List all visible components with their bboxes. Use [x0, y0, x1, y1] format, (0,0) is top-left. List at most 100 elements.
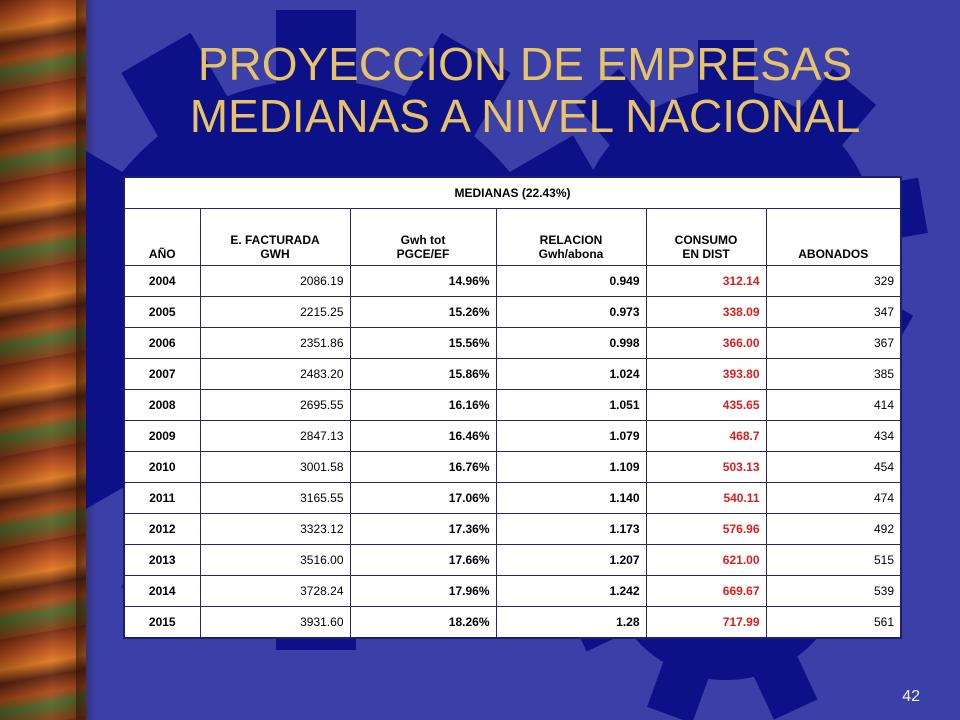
table-row: 2009 2847.13 16.46% 1.079 468.7 434 [123, 420, 902, 452]
abonados-cell: 329 [765, 265, 902, 297]
table-body: 2004 2086.19 14.96% 0.949 312.14 329 2005 2215.… [123, 265, 902, 639]
relacion-cell: 1.079 [495, 420, 647, 452]
abonados-cell: 414 [765, 389, 902, 421]
table-row: 2008 2695.55 16.16% 1.051 435.65 414 [123, 389, 902, 421]
porcentaje-cell: 18.26% [349, 606, 497, 639]
relacion-cell: 1.051 [495, 389, 647, 421]
porcentaje-cell: 15.56% [349, 327, 497, 359]
year-cell: 2013 [123, 544, 201, 576]
column-header-line: ABONADOS [798, 247, 869, 261]
porcentaje-cell: 17.66% [349, 544, 497, 576]
column-header: ABONADOS [765, 208, 902, 266]
consumo-cell: 503.13 [645, 451, 767, 483]
relacion-cell: 1.242 [495, 575, 647, 607]
consumo-cell: 717.99 [645, 606, 767, 639]
slide-title: PROYECCION DE EMPRESAS MEDIANAS A NIVEL … [100, 38, 950, 142]
consumo-cell: 366.00 [645, 327, 767, 359]
abonados-cell: 539 [765, 575, 902, 607]
table-row: 2011 3165.55 17.06% 1.140 540.11 474 [123, 482, 902, 514]
energia-facturada-cell: 3516.00 [199, 544, 351, 576]
energia-facturada-cell: 3728.24 [199, 575, 351, 607]
relacion-cell: 1.207 [495, 544, 647, 576]
column-header-line: Gwh/abona [538, 247, 604, 261]
autumn-leaves-strip [0, 0, 96, 720]
consumo-cell: 621.00 [645, 544, 767, 576]
porcentaje-cell: 16.46% [349, 420, 497, 452]
abonados-cell: 561 [765, 606, 902, 639]
abonados-cell: 492 [765, 513, 902, 545]
table-row: 2013 3516.00 17.66% 1.207 621.00 515 [123, 544, 902, 576]
energia-facturada-cell: 2086.19 [199, 265, 351, 297]
year-cell: 2009 [123, 420, 201, 452]
column-header-line: AÑO [148, 247, 176, 261]
consumo-cell: 669.67 [645, 575, 767, 607]
consumo-cell: 435.65 [645, 389, 767, 421]
table-row: 2012 3323.12 17.36% 1.173 576.96 492 [123, 513, 902, 545]
energia-facturada-cell: 2695.55 [199, 389, 351, 421]
abonados-cell: 474 [765, 482, 902, 514]
energia-facturada-cell: 2215.25 [199, 296, 351, 328]
column-header-line: PGCE/EF [396, 247, 450, 261]
column-header-line: EN DIST [682, 247, 730, 261]
relacion-cell: 1.28 [495, 606, 647, 639]
porcentaje-cell: 17.36% [349, 513, 497, 545]
table-row: 2004 2086.19 14.96% 0.949 312.14 329 [123, 265, 902, 297]
year-cell: 2011 [123, 482, 201, 514]
column-header-line: CONSUMO [674, 233, 738, 247]
consumo-cell: 576.96 [645, 513, 767, 545]
column-header: E. FACTURADA GWH [199, 208, 351, 266]
porcentaje-cell: 14.96% [349, 265, 497, 297]
column-header-line: RELACION [539, 233, 603, 247]
abonados-cell: 385 [765, 358, 902, 390]
table-row: 2015 3931.60 18.26% 1.28 717.99 561 [123, 606, 902, 639]
projection-table: MEDIANAS (22.43%) AÑO E. FACTURADA GWH Gwh … [123, 176, 902, 639]
porcentaje-cell: 15.86% [349, 358, 497, 390]
title-line-1: PROYECCION DE EMPRESAS [197, 38, 853, 90]
column-header: Gwh tot PGCE/EF [349, 208, 497, 266]
relacion-cell: 1.140 [495, 482, 647, 514]
table-row: 2006 2351.86 15.56% 0.998 366.00 367 [123, 327, 902, 359]
relacion-cell: 0.949 [495, 265, 647, 297]
energia-facturada-cell: 2483.20 [199, 358, 351, 390]
year-cell: 2004 [123, 265, 201, 297]
year-cell: 2007 [123, 358, 201, 390]
title-line-2: MEDIANAS A NIVEL NACIONAL [189, 90, 861, 142]
column-header-line: GWH [260, 247, 290, 261]
porcentaje-cell: 17.96% [349, 575, 497, 607]
energia-facturada-cell: 3165.55 [199, 482, 351, 514]
year-cell: 2006 [123, 327, 201, 359]
porcentaje-cell: 16.16% [349, 389, 497, 421]
column-header-line: E. FACTURADA [230, 233, 320, 247]
year-cell: 2008 [123, 389, 201, 421]
column-header-line: Gwh tot [400, 233, 446, 247]
consumo-cell: 338.09 [645, 296, 767, 328]
relacion-cell: 1.024 [495, 358, 647, 390]
year-cell: 2005 [123, 296, 201, 328]
year-cell: 2014 [123, 575, 201, 607]
column-header: RELACION Gwh/abona [495, 208, 647, 266]
column-header: AÑO [123, 208, 201, 266]
relacion-cell: 1.109 [495, 451, 647, 483]
abonados-cell: 347 [765, 296, 902, 328]
relacion-cell: 1.173 [495, 513, 647, 545]
abonados-cell: 454 [765, 451, 902, 483]
energia-facturada-cell: 2847.13 [199, 420, 351, 452]
table-caption: MEDIANAS (22.43%) [123, 176, 902, 209]
year-cell: 2010 [123, 451, 201, 483]
consumo-cell: 540.11 [645, 482, 767, 514]
energia-facturada-cell: 3323.12 [199, 513, 351, 545]
consumo-cell: 312.14 [645, 265, 767, 297]
page-number: 42 [902, 688, 920, 705]
table-row: 2014 3728.24 17.96% 1.242 669.67 539 [123, 575, 902, 607]
column-header: CONSUMO EN DIST [645, 208, 767, 266]
abonados-cell: 515 [765, 544, 902, 576]
abonados-cell: 434 [765, 420, 902, 452]
energia-facturada-cell: 3001.58 [199, 451, 351, 483]
consumo-cell: 468.7 [645, 420, 767, 452]
table-row: 2007 2483.20 15.86% 1.024 393.80 385 [123, 358, 902, 390]
porcentaje-cell: 17.06% [349, 482, 497, 514]
table-header-row: AÑO E. FACTURADA GWH Gwh tot PGCE/EF RELACION… [123, 208, 902, 266]
relacion-cell: 0.998 [495, 327, 647, 359]
porcentaje-cell: 16.76% [349, 451, 497, 483]
energia-facturada-cell: 3931.60 [199, 606, 351, 639]
